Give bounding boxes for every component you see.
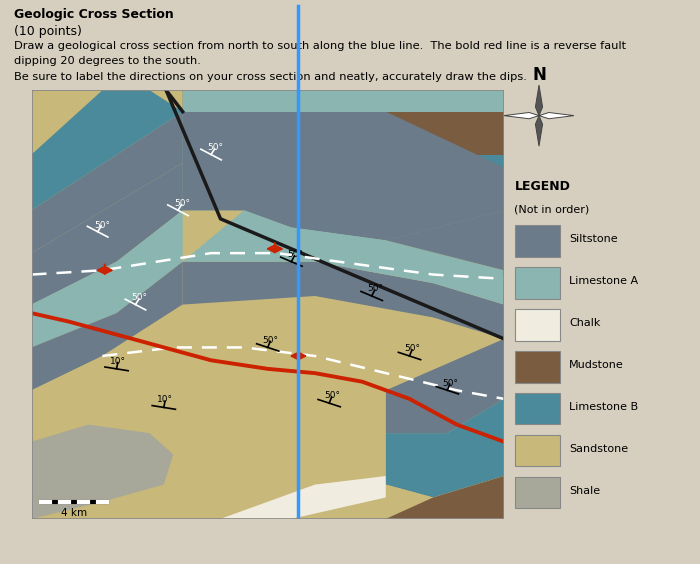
Bar bbox=[514, 309, 560, 341]
Text: Mudstone: Mudstone bbox=[569, 360, 624, 370]
Text: 50°: 50° bbox=[287, 250, 303, 259]
Polygon shape bbox=[386, 476, 504, 519]
Text: 50°: 50° bbox=[442, 378, 458, 387]
Bar bbox=[514, 393, 560, 425]
Polygon shape bbox=[32, 163, 183, 305]
Polygon shape bbox=[32, 305, 386, 519]
Polygon shape bbox=[32, 90, 102, 155]
Text: Geologic Cross Section: Geologic Cross Section bbox=[14, 8, 174, 21]
Polygon shape bbox=[32, 112, 183, 253]
Text: Draw a geological cross section from north to south along the blue line.  The bo: Draw a geological cross section from nor… bbox=[14, 41, 626, 51]
Text: Sandstone: Sandstone bbox=[569, 444, 628, 454]
Text: Limestone B: Limestone B bbox=[569, 402, 638, 412]
Polygon shape bbox=[386, 210, 504, 270]
Polygon shape bbox=[183, 210, 504, 305]
Polygon shape bbox=[372, 90, 504, 155]
Polygon shape bbox=[386, 476, 504, 519]
Bar bbox=[514, 267, 560, 298]
Text: Siltstone: Siltstone bbox=[569, 234, 617, 244]
Polygon shape bbox=[183, 112, 504, 240]
Text: 50°: 50° bbox=[207, 143, 223, 152]
Bar bbox=[514, 351, 560, 382]
Polygon shape bbox=[536, 116, 542, 146]
Text: Shale: Shale bbox=[569, 486, 600, 496]
Text: (Not in order): (Not in order) bbox=[514, 204, 589, 214]
Text: Limestone A: Limestone A bbox=[569, 276, 638, 286]
Polygon shape bbox=[504, 112, 539, 119]
Bar bbox=[514, 225, 560, 257]
Polygon shape bbox=[183, 90, 504, 112]
Text: N: N bbox=[532, 65, 546, 83]
Text: 10°: 10° bbox=[158, 395, 174, 404]
Text: 50°: 50° bbox=[405, 344, 421, 353]
Bar bbox=[514, 435, 560, 466]
Polygon shape bbox=[183, 262, 504, 339]
Polygon shape bbox=[539, 112, 574, 119]
Polygon shape bbox=[32, 425, 174, 519]
Text: 50°: 50° bbox=[262, 336, 279, 345]
Text: (10 points): (10 points) bbox=[14, 25, 82, 38]
Polygon shape bbox=[32, 90, 183, 210]
Polygon shape bbox=[32, 476, 386, 519]
Polygon shape bbox=[32, 90, 504, 519]
Text: LEGEND: LEGEND bbox=[514, 180, 570, 193]
Text: Be sure to label the directions on your cross section and neatly, accurately dra: Be sure to label the directions on your … bbox=[14, 72, 527, 82]
Text: Chalk: Chalk bbox=[569, 318, 601, 328]
Polygon shape bbox=[32, 262, 183, 390]
Text: 50°: 50° bbox=[132, 293, 148, 302]
Polygon shape bbox=[386, 399, 504, 497]
Text: 4 km: 4 km bbox=[61, 508, 87, 518]
Text: 50°: 50° bbox=[368, 284, 384, 293]
Text: 50°: 50° bbox=[174, 199, 190, 208]
Text: dipping 20 degrees to the south.: dipping 20 degrees to the south. bbox=[14, 56, 201, 67]
Bar bbox=[514, 477, 560, 508]
Polygon shape bbox=[536, 85, 542, 116]
Text: 50°: 50° bbox=[324, 391, 340, 400]
Polygon shape bbox=[386, 339, 504, 433]
Polygon shape bbox=[32, 210, 183, 347]
Text: 10°: 10° bbox=[110, 357, 126, 366]
Polygon shape bbox=[183, 90, 504, 240]
Text: 50°: 50° bbox=[94, 221, 110, 230]
